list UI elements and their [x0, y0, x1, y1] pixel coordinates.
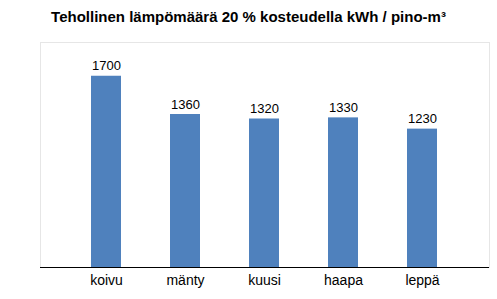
svg-text:leppä: leppä [405, 272, 439, 288]
svg-text:1330: 1330 [329, 100, 358, 115]
svg-text:kuusi: kuusi [248, 272, 281, 288]
html-text:Tehollinen lämpömäärä 20 % kos: Tehollinen lämpömäärä 20 % kosteudella k… [51, 8, 446, 25]
svg-text:1230: 1230 [408, 111, 437, 126]
svg-text:koivu: koivu [90, 272, 123, 288]
svg-text:1700: 1700 [92, 58, 121, 73]
svg-text:1360: 1360 [171, 97, 200, 112]
svg-text:1320: 1320 [250, 101, 279, 116]
svg-text:mänty: mänty [166, 272, 204, 288]
svg-text:haapa: haapa [324, 272, 363, 288]
